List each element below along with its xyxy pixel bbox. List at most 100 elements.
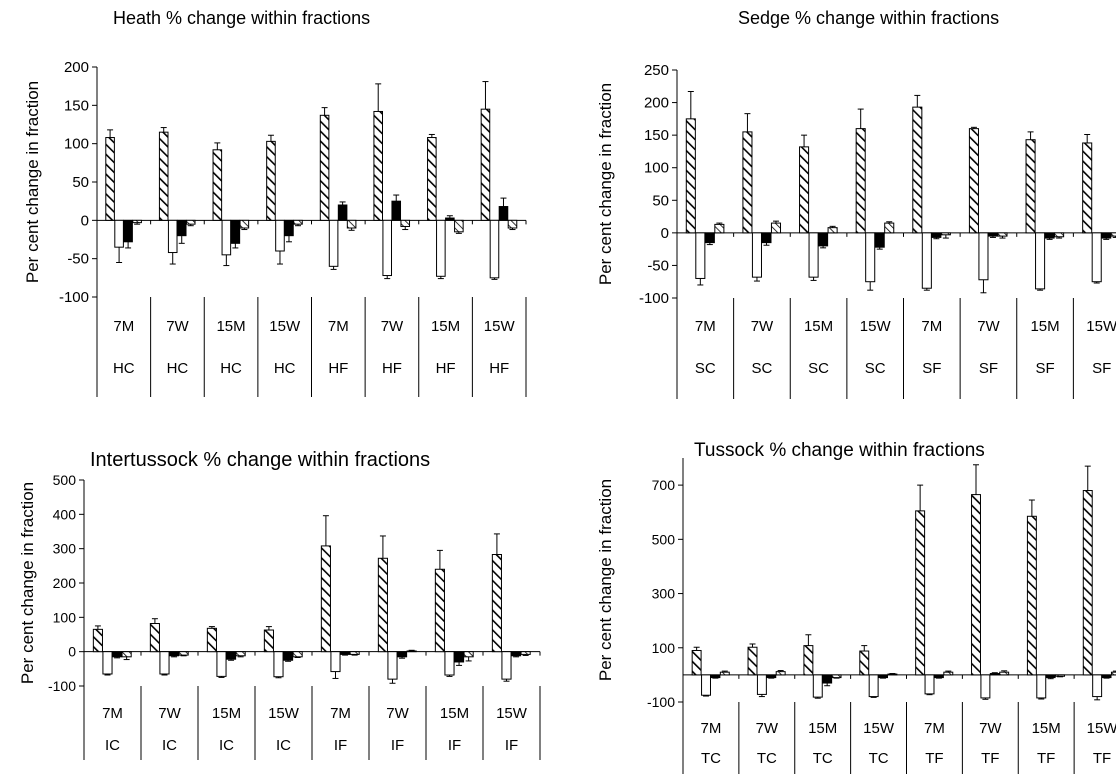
group-label: HC	[274, 360, 296, 377]
y-tick-label: 100	[53, 609, 77, 625]
group-label: IF	[391, 737, 404, 754]
bar	[878, 674, 889, 679]
y-tick-label: 150	[64, 97, 89, 114]
y-tick-label: 100	[644, 160, 669, 177]
bar	[1036, 674, 1047, 699]
bar	[185, 219, 196, 225]
bar	[176, 219, 187, 237]
y-tick-label: -50	[647, 257, 669, 274]
group-label: TC	[869, 750, 889, 767]
group-label: TF	[1093, 750, 1111, 767]
y-tick-label: 300	[652, 586, 676, 602]
category-label: 7W	[756, 720, 779, 737]
category-label: 7W	[751, 318, 774, 335]
bar	[1045, 674, 1056, 679]
bar	[943, 671, 954, 676]
group-label: IC	[276, 737, 291, 754]
group-label: HC	[113, 360, 135, 377]
group-label: IF	[448, 737, 461, 754]
y-tick-label: 0	[68, 644, 76, 660]
category-label: 7W	[166, 318, 189, 335]
group-label: SF	[1092, 360, 1111, 377]
category-label: 7W	[158, 705, 181, 722]
bar	[489, 219, 500, 279]
bar	[822, 674, 833, 684]
group-label: HC	[167, 360, 189, 377]
bar	[924, 674, 935, 695]
y-tick-label: 100	[652, 640, 676, 656]
category-label: 7M	[924, 720, 945, 737]
intertussock-chart-title: Intertussock % change within fractions	[90, 449, 431, 471]
bar	[971, 494, 981, 676]
bar	[328, 219, 339, 267]
group-label: SF	[979, 360, 998, 377]
group-label: SC	[808, 360, 829, 377]
y-axis-label: Per cent change in fraction	[596, 479, 615, 681]
group-label: IC	[105, 737, 120, 754]
category-label: 15W	[484, 318, 516, 335]
y-tick-label: 200	[64, 59, 89, 76]
tussock-chart-title: Tussock % change within fractions	[694, 440, 985, 461]
group-label: SF	[1035, 360, 1054, 377]
category-label: 15M	[804, 318, 833, 335]
category-label: 15W	[496, 705, 528, 722]
y-tick-label: -100	[59, 289, 89, 306]
bar	[1055, 674, 1066, 677]
bar	[1101, 674, 1112, 679]
category-label: 7W	[386, 705, 409, 722]
y-tick-label: -100	[647, 694, 675, 710]
bar	[756, 674, 767, 695]
bar	[293, 219, 303, 225]
y-tick-label: 700	[652, 477, 676, 493]
sedge-chart-title: Sedge % change within fractions	[738, 8, 1000, 28]
category-label: 7W	[979, 720, 1002, 737]
bar	[284, 219, 294, 237]
y-tick-label: 0	[661, 225, 669, 242]
y-tick-label: 100	[64, 136, 89, 153]
category-label: 15M	[440, 705, 469, 722]
y-tick-label: 50	[652, 192, 669, 209]
group-label: HC	[220, 360, 242, 377]
group-label: HF	[382, 360, 402, 377]
group-label: SC	[695, 360, 716, 377]
category-label: 7W	[977, 318, 1000, 335]
bar	[775, 671, 786, 676]
y-tick-label: 400	[53, 506, 77, 522]
category-label: 15M	[212, 705, 241, 722]
category-label: 7M	[701, 720, 722, 737]
category-label: 7M	[113, 318, 134, 335]
y-axis-label: Per cent change in fraction	[18, 482, 37, 684]
category-label: 15M	[1032, 720, 1061, 737]
bar	[719, 671, 730, 676]
bar	[710, 674, 721, 679]
bar	[766, 674, 777, 679]
y-tick-label: 50	[72, 174, 89, 191]
group-label: HF	[328, 360, 348, 377]
bar	[1092, 674, 1103, 698]
bar	[868, 674, 879, 698]
group-label: IF	[505, 737, 518, 754]
y-tick-label: 250	[644, 62, 669, 79]
y-tick-label: 500	[53, 472, 77, 488]
category-label: 15M	[1030, 318, 1059, 335]
group-label: IC	[219, 737, 234, 754]
bar	[812, 674, 823, 698]
heath-chart-title: Heath % change within fractions	[113, 8, 371, 28]
category-label: 7M	[921, 318, 942, 335]
group-label: TC	[813, 750, 833, 767]
category-label: 15M	[431, 318, 460, 335]
bar	[1082, 490, 1093, 676]
group-label: TC	[701, 750, 721, 767]
bar	[803, 645, 814, 676]
group-label: TF	[1037, 750, 1055, 767]
category-label: 7M	[328, 318, 349, 335]
group-label: TF	[925, 750, 943, 767]
y-tick-label: -50	[67, 251, 89, 268]
group-label: HF	[436, 360, 456, 377]
bar	[831, 674, 842, 679]
bar	[1110, 671, 1116, 676]
